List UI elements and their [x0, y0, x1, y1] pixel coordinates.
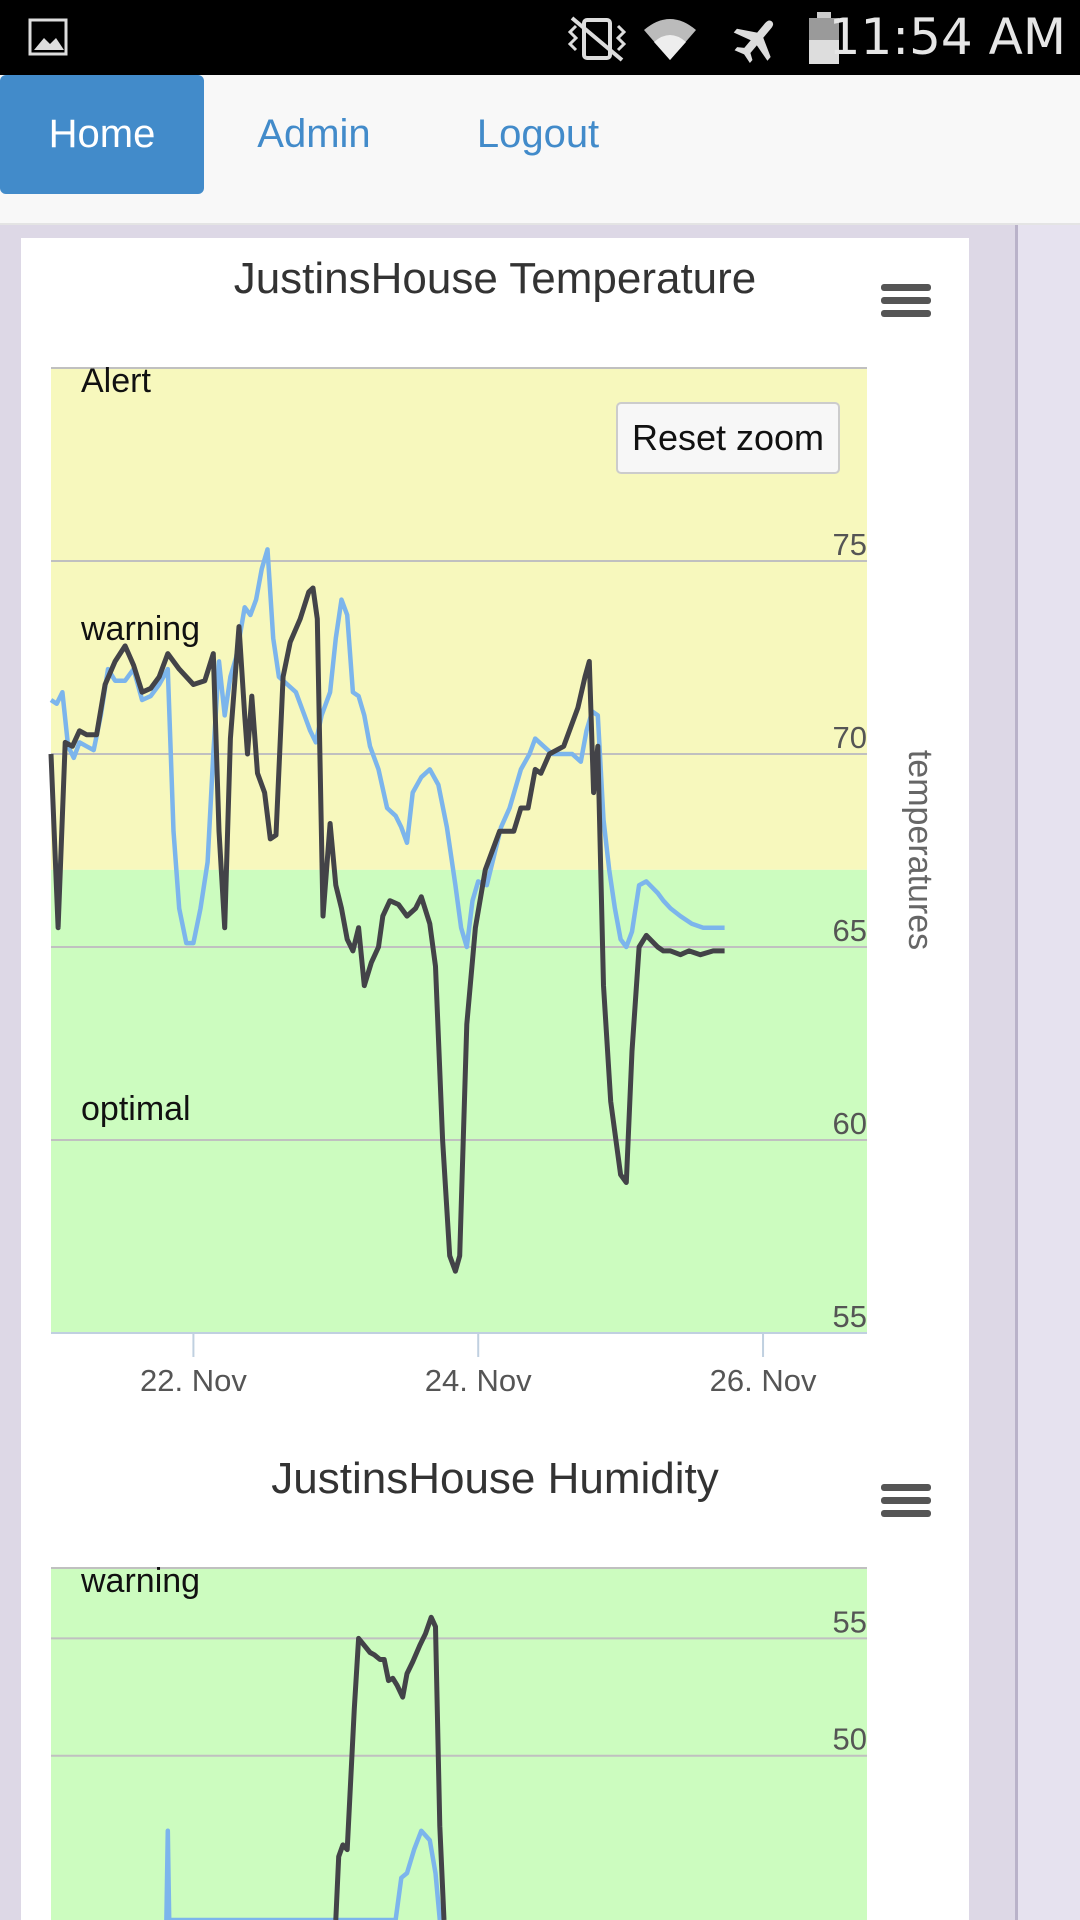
airplane-mode-icon [733, 20, 774, 64]
y-axis-title: temperatures [901, 750, 939, 950]
chart-card: JustinsHouse Temperature Alert warning o… [21, 238, 969, 1920]
y-tick-label: 65 [833, 913, 867, 948]
image-icon [28, 18, 68, 56]
nav-admin[interactable]: Admin [257, 112, 371, 156]
y-tick-label: 55 [833, 1299, 867, 1334]
chart-menu-icon[interactable] [881, 284, 931, 317]
y-tick-label: 60 [833, 1106, 867, 1141]
series-line-light [164, 1828, 443, 1920]
battery-icon [809, 12, 839, 64]
chart-title: JustinsHouse Humidity [271, 1454, 719, 1503]
humidity-chart: JustinsHouse Humidity warning 50 55 [51, 1454, 931, 1920]
wifi-icon [644, 19, 696, 60]
series-line-dark [333, 1614, 447, 1920]
x-tick-label: 26. Nov [710, 1363, 817, 1398]
x-tick-label: 24. Nov [425, 1363, 532, 1398]
x-tick-label: 22. Nov [140, 1363, 247, 1398]
nav-home[interactable]: Home [0, 75, 204, 194]
y-gridlines [51, 1567, 867, 1757]
y-tick-label: 50 [833, 1722, 867, 1757]
right-rail [1015, 225, 1080, 1920]
x-axis-tick-labels: 22. Nov 24. Nov 26. Nov [140, 1363, 817, 1398]
clock: 11:54 AM [828, 8, 1066, 66]
band-label-alert: Alert [81, 362, 151, 400]
band-label-warning: warning [80, 610, 200, 648]
chart-menu-icon[interactable] [881, 1484, 931, 1517]
nav-logout[interactable]: Logout [476, 112, 600, 156]
band-label-warning: warning [80, 1562, 200, 1600]
y-tick-label: 75 [833, 527, 867, 562]
warning-band [51, 1568, 867, 1920]
x-axis [51, 1332, 867, 1357]
navbar: Home Admin Logout [0, 75, 1080, 225]
y-tick-label: 55 [833, 1604, 867, 1639]
charts-canvas: JustinsHouse Temperature Alert warning o… [48, 254, 939, 1920]
band-label-optimal: optimal [81, 1090, 191, 1128]
y-axis-tick-labels: 55 60 65 70 75 [833, 527, 867, 1334]
status-bar: 11:54 AM [0, 0, 1080, 75]
series-line-dark [48, 585, 725, 1274]
y-tick-label: 70 [833, 720, 867, 755]
chart-title: JustinsHouse Temperature [234, 254, 757, 303]
reset-zoom-button[interactable]: Reset zoom [616, 402, 840, 474]
vibrate-mute-icon [567, 16, 627, 62]
series-line-light [49, 547, 725, 950]
